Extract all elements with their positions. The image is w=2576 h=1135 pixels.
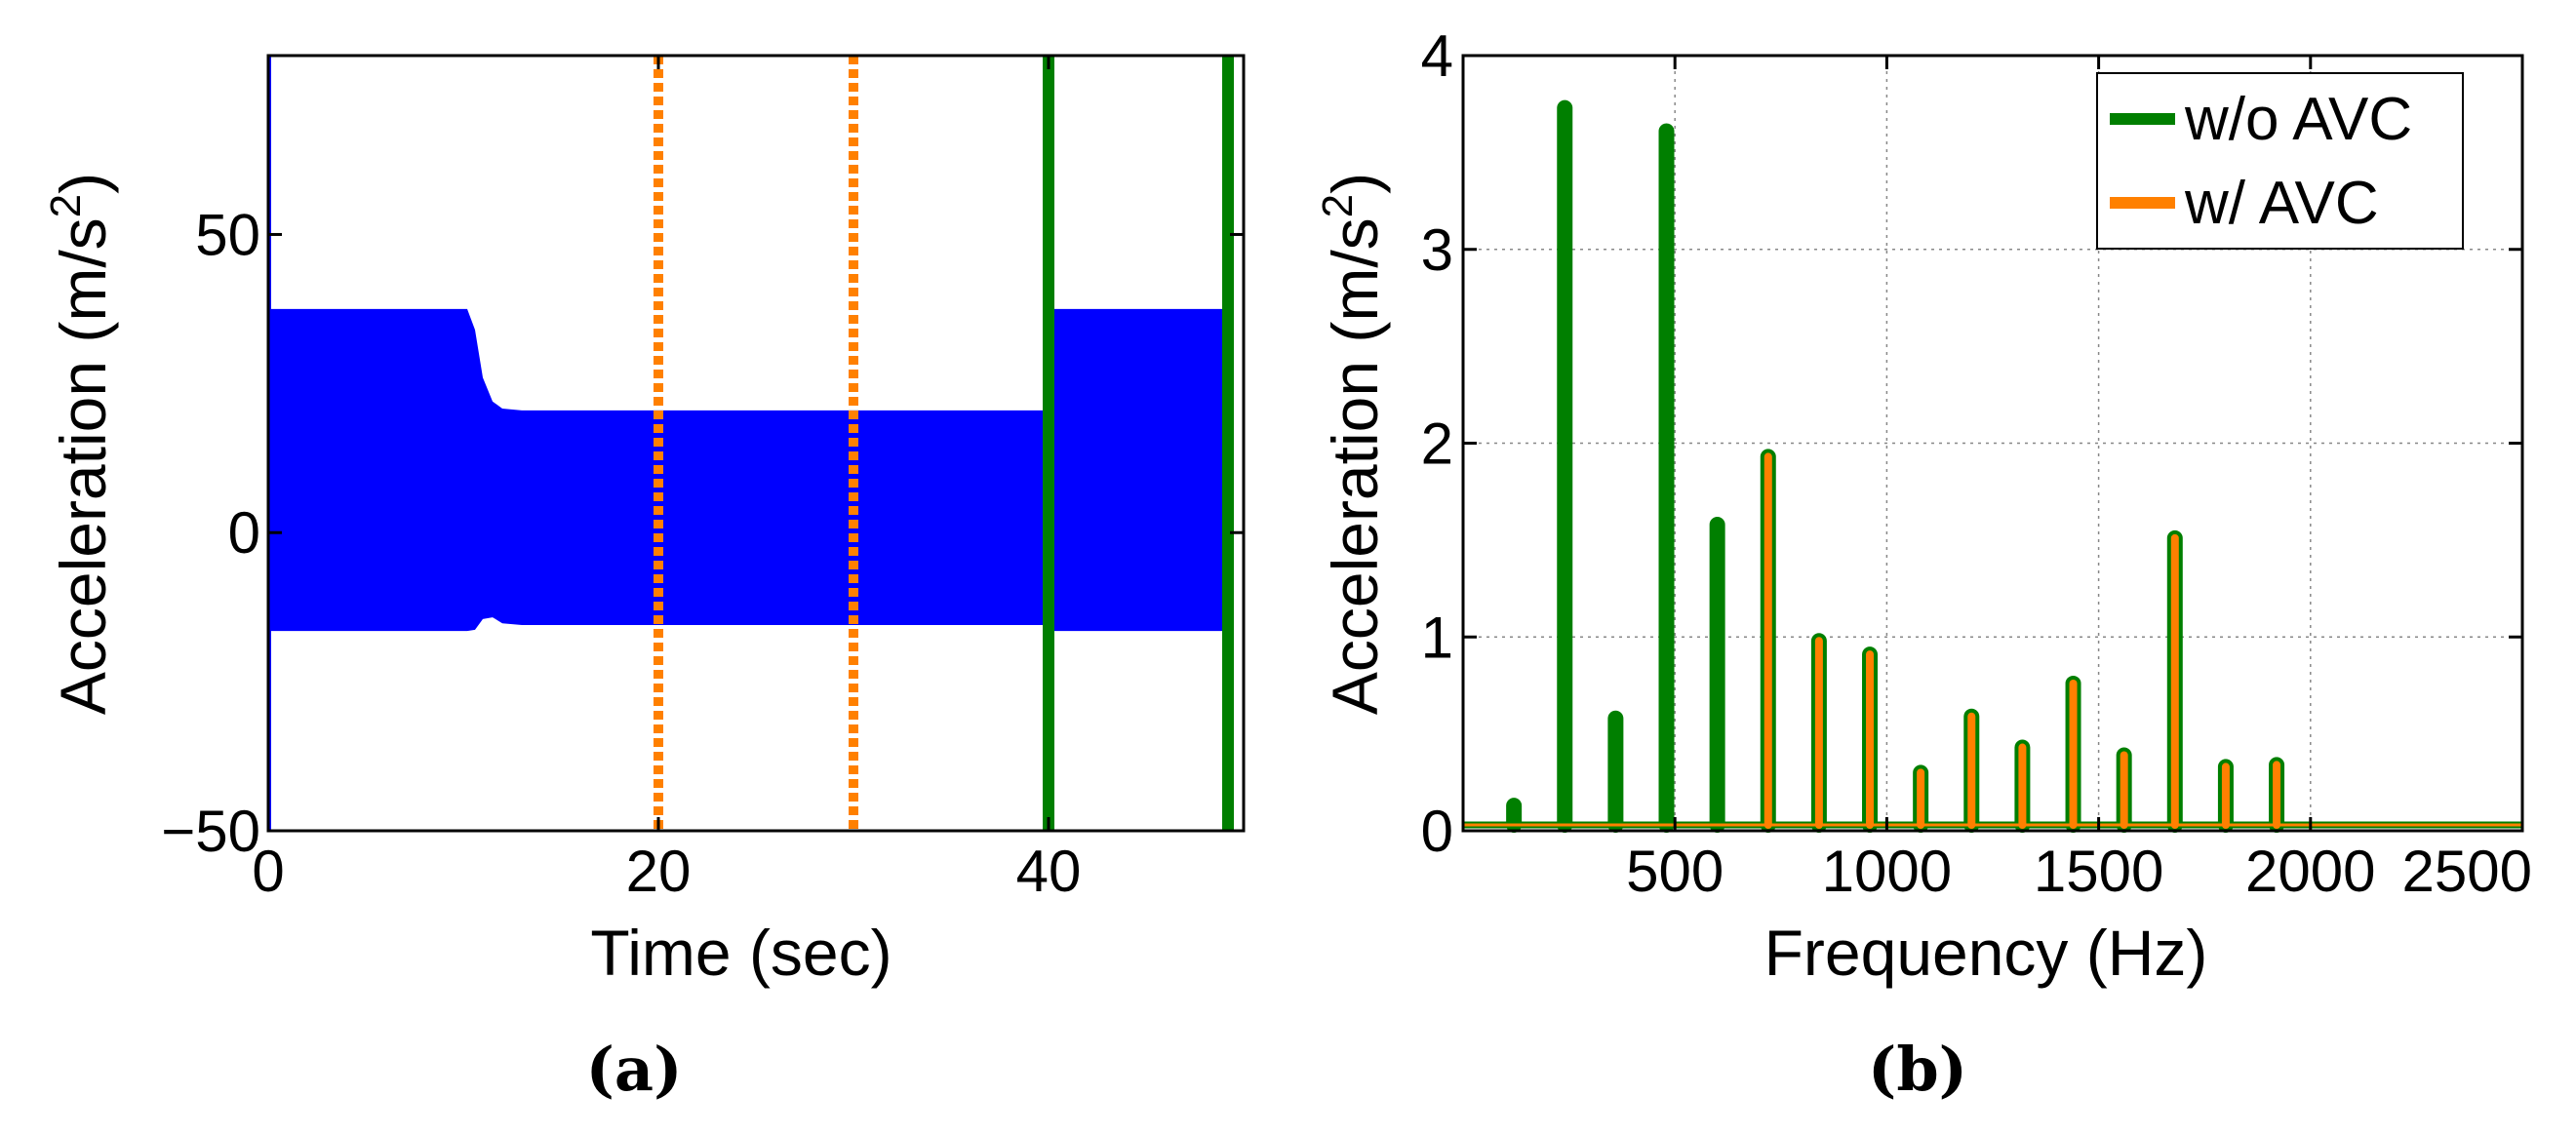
time-y-tick-label: 0 bbox=[228, 500, 260, 566]
legend-box bbox=[2096, 72, 2464, 250]
time-x-axis-label: Time (sec) bbox=[590, 917, 892, 989]
spectrum-x-tick-label: 500 bbox=[1626, 839, 1724, 904]
time-y-tick-label: 50 bbox=[195, 202, 260, 267]
time-y-tick-label: −50 bbox=[161, 799, 260, 864]
frequency-domain-chart: 0 1 2 3 4 500 1000 1500 2000 2500 Acceleration (m… bbox=[1314, 23, 2532, 1105]
spectrum-y-tick-label: 3 bbox=[1421, 217, 1453, 283]
panel-a-label: (a) bbox=[586, 1034, 683, 1105]
time-x-tick-label: 0 bbox=[252, 839, 284, 904]
spectrum-y-axis-label: Acceleration (m/s2) bbox=[1314, 173, 1391, 715]
time-signal-layer bbox=[267, 56, 1234, 831]
spectrum-y-tick-label: 1 bbox=[1421, 605, 1453, 670]
legend: w/o AVC w/ AVC bbox=[2096, 72, 2464, 250]
spectrum-x-axis-label: Frequency (Hz) bbox=[1764, 917, 2208, 989]
spectrum-y-tick-label: 2 bbox=[1421, 411, 1453, 477]
spectrum-y-tick-label: 0 bbox=[1421, 799, 1453, 864]
spectrum-y-tick-label: 4 bbox=[1421, 23, 1453, 89]
time-x-tick-label: 40 bbox=[1016, 839, 1082, 904]
panel-b-label: (b) bbox=[1868, 1034, 1967, 1105]
time-x-tick-label: 20 bbox=[626, 839, 692, 904]
spectrum-x-tick-label: 1000 bbox=[1822, 839, 1952, 904]
spectrum-x-tick-label: 2000 bbox=[2245, 839, 2375, 904]
spectrum-x-tick-label: 1500 bbox=[2034, 839, 2163, 904]
signal-envelope bbox=[268, 308, 1228, 632]
spectrum-series-layer bbox=[1463, 99, 2522, 833]
time-y-axis-label: Acceleration (m/s2) bbox=[42, 173, 119, 715]
time-plot-frame bbox=[266, 54, 1246, 833]
spectrum-x-tick-label: 2500 bbox=[2402, 839, 2532, 904]
legend-label-wo-avc: w/o AVC bbox=[2184, 86, 2412, 153]
legend-label-w-avc: w/ AVC bbox=[2184, 170, 2379, 237]
spectrum-axis-ticks: 0 1 2 3 4 500 1000 1500 2000 2500 bbox=[1421, 23, 2532, 904]
